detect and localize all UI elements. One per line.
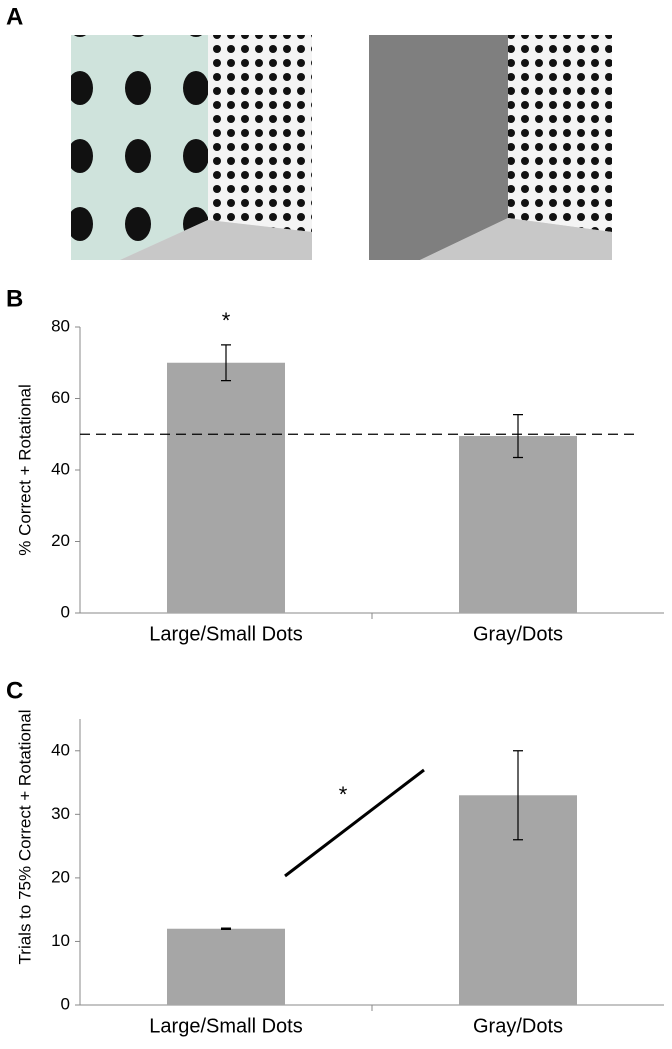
y-tick-label: 80 — [51, 316, 70, 335]
significance-line — [284, 768, 425, 878]
y-tick-label: 0 — [61, 994, 70, 1013]
y-tick-label: 20 — [51, 531, 70, 550]
y-axis-label: Trials to 75% Correct + Rotational — [15, 710, 34, 965]
panel-label: A — [6, 3, 23, 30]
panel-label: B — [6, 285, 23, 312]
bar — [167, 928, 285, 1005]
y-axis-label: % Correct + Rotational — [15, 384, 34, 556]
error-bar — [221, 344, 231, 382]
x-tick-label: Gray/Dots — [473, 623, 563, 645]
panel-label: C — [6, 677, 23, 704]
y-tick-label: 40 — [51, 459, 70, 478]
y-tick-label: 0 — [61, 602, 70, 621]
y-tick-label: 20 — [51, 867, 70, 886]
arena-image — [369, 35, 612, 260]
arena-image — [71, 35, 312, 260]
x-tick-label: Large/Small Dots — [149, 623, 302, 645]
y-tick-label: 40 — [51, 740, 70, 759]
y-tick-label: 60 — [51, 388, 70, 407]
y-tick-label: 30 — [51, 804, 70, 823]
annotation: * — [339, 782, 348, 807]
error-bar — [513, 750, 523, 841]
x-tick-label: Gray/Dots — [473, 1015, 563, 1037]
bar — [459, 436, 577, 613]
y-tick-label: 10 — [51, 931, 70, 950]
annotation: * — [222, 308, 231, 333]
bar — [167, 362, 285, 613]
error-bar — [221, 927, 231, 930]
error-bar — [513, 413, 523, 459]
x-tick-label: Large/Small Dots — [149, 1015, 302, 1037]
